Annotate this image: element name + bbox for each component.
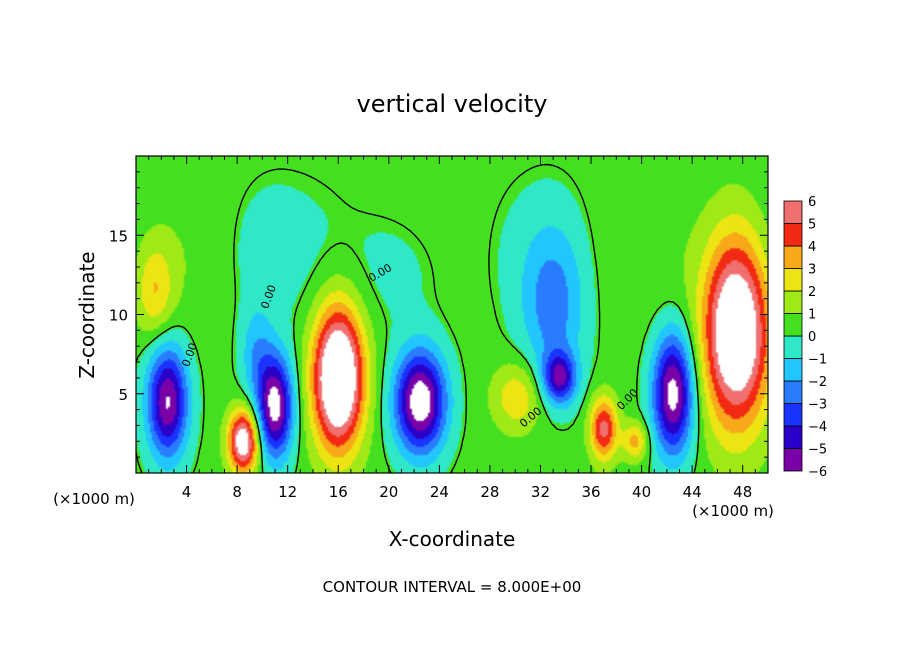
colorbar-tick-label: −5 xyxy=(808,443,827,458)
colorbar-tick-label: 5 xyxy=(808,218,816,233)
contour-interval-note: CONTOUR INTERVAL = 8.000E+00 xyxy=(323,578,582,596)
colorbar-tick-label: −4 xyxy=(808,420,827,435)
colorbar: 6 5 4 3 2 1 0 −1 −2 −3 −4 −5 −6 xyxy=(783,195,827,480)
y-axis-label: Z-coordinate xyxy=(75,251,99,378)
colorbar-cell xyxy=(783,313,803,337)
x-axis-label: X-coordinate xyxy=(389,527,516,551)
contour-lines xyxy=(135,163,700,474)
x-tick-label: 8 xyxy=(232,483,242,501)
y-tick-label: 10 xyxy=(109,307,128,325)
colorbar-cell xyxy=(783,268,803,292)
colorbar-tick-label: 0 xyxy=(808,330,816,345)
colorbar-tick-label: 1 xyxy=(808,308,816,323)
x-tick-label: 36 xyxy=(581,483,600,501)
colorbar-cell xyxy=(783,335,803,359)
y-axis-ticks: 5 10 15 xyxy=(109,171,768,458)
colorbar-tick-label: 4 xyxy=(808,240,816,255)
colorbar-tick-label: −3 xyxy=(808,398,827,413)
colorbar-tick-label: 6 xyxy=(808,195,816,210)
colorbar-cell xyxy=(783,290,803,314)
colorbar-tick-label: 2 xyxy=(808,285,816,300)
colorbar-tick-label: −2 xyxy=(808,375,827,390)
x-tick-label: 40 xyxy=(632,483,651,501)
x-tick-label: 32 xyxy=(531,483,550,501)
colorbar-cell xyxy=(783,403,803,427)
y-tick-label: 15 xyxy=(109,227,128,245)
plot-area: 0.000.000.000.000.00 4 8 12 16 20 24 28 32 36 40 4… xyxy=(109,155,769,501)
x-tick-label: 24 xyxy=(430,483,449,501)
colorbar-cell xyxy=(783,200,803,224)
colorbar-cell xyxy=(783,380,803,404)
x-tick-label: 16 xyxy=(329,483,348,501)
zero-contour xyxy=(135,163,700,474)
y-tick-label: 5 xyxy=(118,386,128,404)
colorbar-tick-label: −1 xyxy=(808,353,827,368)
colorbar-cell xyxy=(783,245,803,269)
colorbar-labels: 6 5 4 3 2 1 0 −1 −2 −3 −4 −5 −6 xyxy=(808,195,827,480)
chart-title: vertical velocity xyxy=(357,90,548,118)
colorbar-cell xyxy=(783,358,803,382)
colorbar-cell xyxy=(783,425,803,449)
x-unit-label-right: (×1000 m) xyxy=(692,502,774,520)
x-axis-ticks: 4 8 12 16 20 24 28 32 36 40 44 48 xyxy=(148,156,756,501)
x-tick-label: 20 xyxy=(379,483,398,501)
colorbar-cell xyxy=(783,223,803,247)
colorbar-tick-label: −6 xyxy=(808,465,827,480)
colorbar-cell xyxy=(783,448,803,472)
colorbar-tick-label: 3 xyxy=(808,263,816,278)
velocity-field xyxy=(136,156,768,473)
x-tick-label: 44 xyxy=(683,483,702,501)
colorbar-cells xyxy=(783,200,803,472)
x-tick-label: 48 xyxy=(733,483,752,501)
x-tick-label: 12 xyxy=(278,483,297,501)
x-unit-label-left: (×1000 m) xyxy=(53,490,135,508)
x-tick-label: 4 xyxy=(182,483,192,501)
x-tick-label: 28 xyxy=(480,483,499,501)
